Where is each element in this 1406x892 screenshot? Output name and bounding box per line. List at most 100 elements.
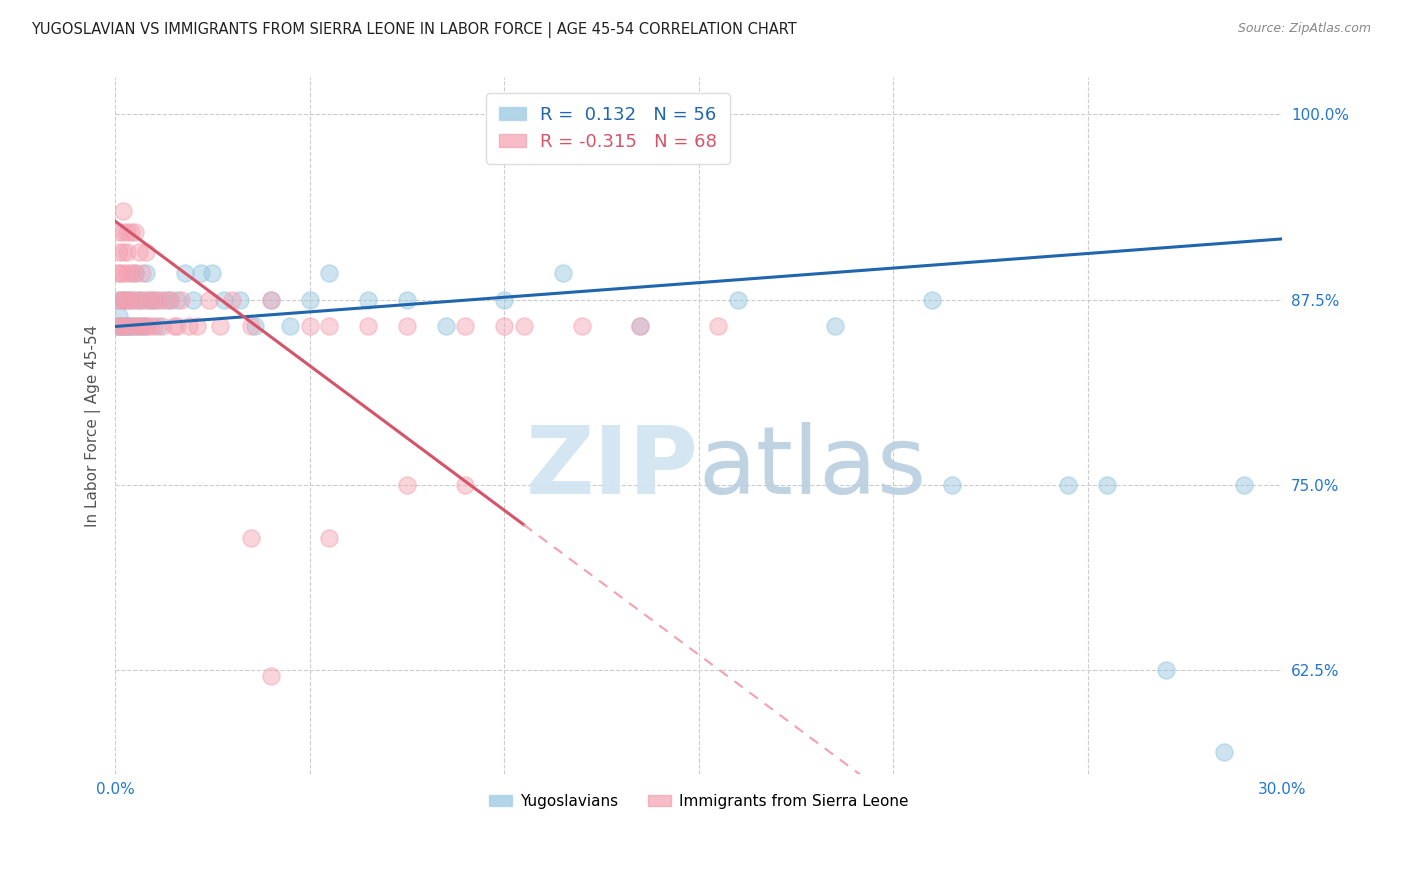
Point [245, 319, 267, 334]
Point [139, 319, 162, 334]
Point [630, 319, 652, 334]
Point [111, 203, 134, 218]
Point [115, 319, 138, 334]
Point [357, 319, 380, 334]
Point [209, 319, 232, 334]
Point [108, 319, 131, 334]
Y-axis label: In Labor Force | Age 45-54: In Labor Force | Age 45-54 [86, 325, 101, 527]
Text: ZIP: ZIP [526, 422, 699, 514]
Point [143, 293, 166, 307]
Point [146, 293, 169, 307]
Point [108, 319, 131, 334]
Point [494, 293, 516, 307]
Point [278, 319, 301, 334]
Point [111, 266, 134, 280]
Point [1232, 478, 1254, 492]
Point [186, 319, 208, 334]
Point [111, 293, 134, 307]
Point [139, 293, 162, 307]
Point [181, 293, 204, 307]
Point [159, 293, 181, 307]
Point [115, 319, 138, 334]
Point [111, 319, 134, 334]
Point [824, 319, 846, 334]
Point [124, 319, 146, 334]
Point [395, 478, 418, 492]
Point [1097, 478, 1119, 492]
Point [111, 319, 134, 334]
Point [150, 319, 173, 334]
Point [146, 319, 169, 334]
Point [108, 225, 131, 239]
Point [131, 319, 153, 334]
Point [124, 266, 146, 280]
Point [212, 293, 235, 307]
Point [128, 245, 150, 260]
Point [174, 266, 197, 280]
Point [131, 293, 153, 307]
Point [166, 293, 188, 307]
Legend: Yugoslavians, Immigrants from Sierra Leone: Yugoslavians, Immigrants from Sierra Leo… [484, 788, 914, 815]
Point [111, 319, 134, 334]
Point [108, 293, 131, 307]
Point [318, 532, 340, 546]
Point [1057, 478, 1080, 492]
Point [921, 293, 943, 307]
Point [240, 319, 263, 334]
Point [111, 245, 134, 260]
Point [115, 266, 138, 280]
Point [139, 293, 162, 307]
Point [120, 319, 142, 334]
Point [115, 319, 138, 334]
Point [131, 319, 153, 334]
Point [228, 293, 250, 307]
Point [128, 319, 150, 334]
Point [571, 319, 593, 334]
Point [115, 293, 138, 307]
Point [159, 293, 181, 307]
Point [179, 319, 201, 334]
Point [155, 293, 177, 307]
Text: Source: ZipAtlas.com: Source: ZipAtlas.com [1237, 22, 1371, 36]
Point [135, 319, 157, 334]
Point [494, 319, 516, 334]
Point [128, 319, 150, 334]
Point [115, 225, 138, 239]
Point [143, 293, 166, 307]
Point [197, 293, 219, 307]
Point [124, 225, 146, 239]
Point [124, 293, 146, 307]
Point [143, 319, 166, 334]
Point [128, 293, 150, 307]
Point [298, 293, 321, 307]
Point [124, 319, 146, 334]
Point [162, 319, 184, 334]
Point [454, 319, 477, 334]
Point [135, 266, 157, 280]
Point [135, 293, 157, 307]
Point [260, 293, 283, 307]
Point [128, 293, 150, 307]
Point [201, 266, 224, 280]
Point [120, 319, 142, 334]
Point [298, 319, 321, 334]
Point [513, 319, 536, 334]
Point [190, 266, 212, 280]
Point [108, 319, 131, 334]
Point [120, 225, 142, 239]
Point [108, 319, 131, 334]
Point [120, 293, 142, 307]
Point [111, 293, 134, 307]
Point [108, 293, 131, 307]
Point [260, 293, 283, 307]
Point [357, 293, 380, 307]
Point [395, 319, 418, 334]
Point [260, 669, 283, 683]
Point [150, 293, 173, 307]
Point [318, 319, 340, 334]
Point [111, 225, 134, 239]
Point [111, 319, 134, 334]
Point [131, 266, 153, 280]
Point [115, 245, 138, 260]
Point [434, 319, 457, 334]
